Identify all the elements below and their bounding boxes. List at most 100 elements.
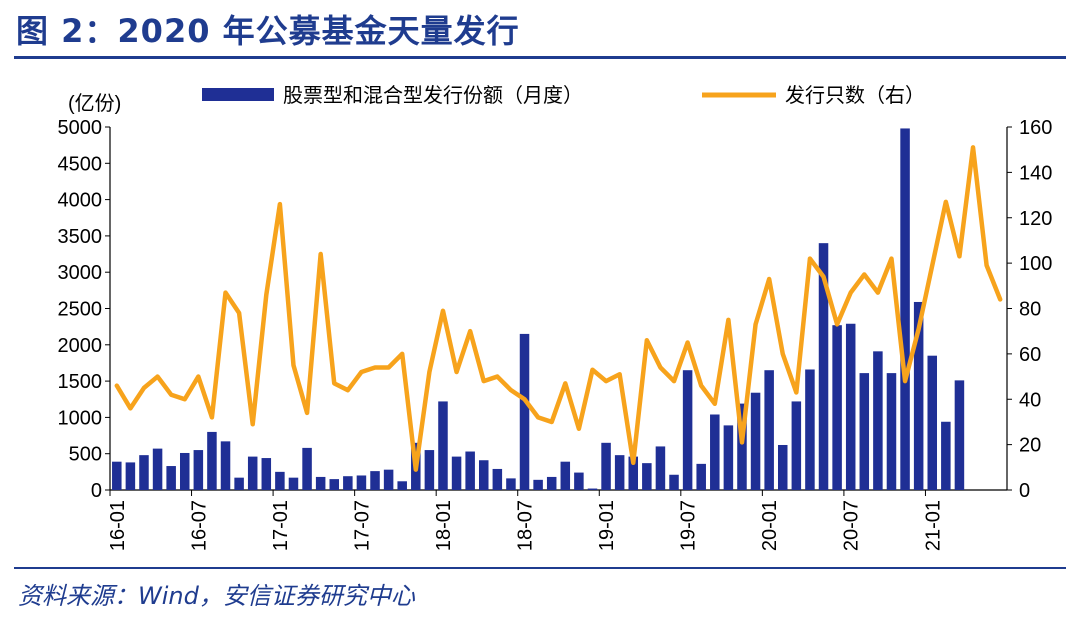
bar — [642, 463, 652, 490]
bar — [818, 243, 829, 490]
left-tick-label: 5000 — [58, 117, 103, 139]
x-tick-label: 18-07 — [515, 500, 537, 551]
bar-series — [112, 128, 965, 490]
bar — [927, 355, 938, 490]
bar — [546, 476, 557, 490]
chart-title: 图 2：2020 年公募基金天量发行 — [16, 12, 520, 50]
bar — [614, 455, 625, 490]
bar — [832, 325, 842, 490]
bar — [506, 478, 516, 490]
bar — [424, 450, 435, 490]
right-tick-label: 140 — [1019, 162, 1052, 184]
legend-bar-label: 股票型和混合型发行份额（月度） — [283, 84, 583, 107]
title-divider — [14, 56, 1066, 59]
bar — [886, 373, 897, 490]
x-tick-label: 17-01 — [270, 500, 292, 551]
right-tick-label: 160 — [1019, 117, 1052, 139]
left-tick-label: 0 — [91, 480, 102, 502]
right-tick-label: 60 — [1019, 344, 1041, 366]
bar — [805, 369, 815, 490]
left-tick-label: 1500 — [58, 371, 103, 393]
right-tick-label: 120 — [1019, 208, 1052, 230]
left-tick-label: 3500 — [58, 226, 103, 248]
right-tick-label: 40 — [1019, 389, 1041, 411]
bar — [696, 463, 706, 490]
bar — [655, 446, 666, 490]
bar — [478, 460, 489, 490]
bar — [451, 456, 462, 490]
bar — [234, 477, 244, 490]
bar — [873, 351, 883, 490]
right-tick-label: 0 — [1019, 480, 1030, 502]
x-tick-label: 20-07 — [841, 500, 863, 551]
x-tick-label: 19-01 — [596, 500, 618, 551]
chart: 0500100015002000250030003500400045005000… — [58, 84, 1053, 551]
right-tick-label: 80 — [1019, 299, 1041, 321]
left-tick-label: 4500 — [58, 153, 103, 175]
bar — [220, 441, 231, 490]
bar — [533, 479, 543, 490]
bar — [193, 450, 204, 490]
bar — [247, 456, 258, 490]
right-tick-label: 20 — [1019, 435, 1041, 457]
bar — [941, 421, 951, 490]
bar — [723, 425, 734, 490]
bar — [682, 370, 693, 490]
bar — [302, 447, 312, 490]
x-tick-label: 17-07 — [351, 500, 373, 551]
bar — [913, 301, 924, 490]
bar — [492, 468, 503, 490]
footer-divider — [14, 567, 1066, 569]
bar — [397, 481, 407, 490]
bar — [628, 456, 639, 490]
bar — [275, 471, 285, 490]
bar — [383, 469, 394, 490]
bar — [139, 455, 149, 490]
bar — [560, 461, 571, 490]
bar — [288, 477, 299, 490]
line-series — [114, 145, 1003, 472]
bar — [261, 458, 272, 490]
bar — [519, 333, 530, 490]
bar — [152, 448, 163, 490]
bar — [845, 323, 856, 490]
left-tick-label: 2000 — [58, 335, 103, 357]
bar — [166, 466, 176, 490]
x-tick-label: 21-01 — [922, 500, 944, 551]
bar — [112, 461, 122, 490]
bar — [356, 475, 367, 490]
bar — [179, 452, 190, 490]
bar — [370, 471, 380, 490]
bar — [710, 414, 720, 490]
legend: 股票型和混合型发行份额（月度） 发行只数（右） — [202, 84, 925, 107]
bar — [777, 444, 788, 490]
source-note: 资料来源：Wind，安信证券研究中心 — [18, 582, 415, 610]
bar — [465, 451, 475, 490]
x-tick-label: 18-01 — [433, 500, 455, 551]
x-tick-label: 16-01 — [107, 500, 129, 551]
bar — [315, 476, 326, 490]
bar — [669, 474, 679, 490]
x-tick-label: 19-07 — [678, 500, 700, 551]
bar — [343, 476, 353, 490]
line-path — [114, 145, 1003, 472]
bar — [574, 472, 584, 490]
legend-line-label: 发行只数（右） — [785, 84, 925, 107]
right-tick-label: 100 — [1019, 253, 1052, 275]
left-tick-label: 1000 — [58, 407, 103, 429]
bar — [900, 128, 910, 490]
bar — [587, 488, 598, 490]
left-tick-label: 3000 — [58, 262, 103, 284]
bar — [750, 392, 761, 490]
bar — [737, 403, 747, 490]
bar — [764, 370, 774, 490]
left-tick-label: 500 — [69, 444, 102, 466]
x-tick-label: 16-07 — [188, 500, 210, 551]
axes: 0500100015002000250030003500400045005000… — [58, 117, 1053, 551]
bar — [438, 401, 448, 490]
bar — [207, 431, 217, 490]
left-tick-label: 2500 — [58, 299, 103, 321]
left-tick-label: 4000 — [58, 190, 103, 212]
bar — [125, 462, 136, 490]
bar — [859, 373, 870, 490]
